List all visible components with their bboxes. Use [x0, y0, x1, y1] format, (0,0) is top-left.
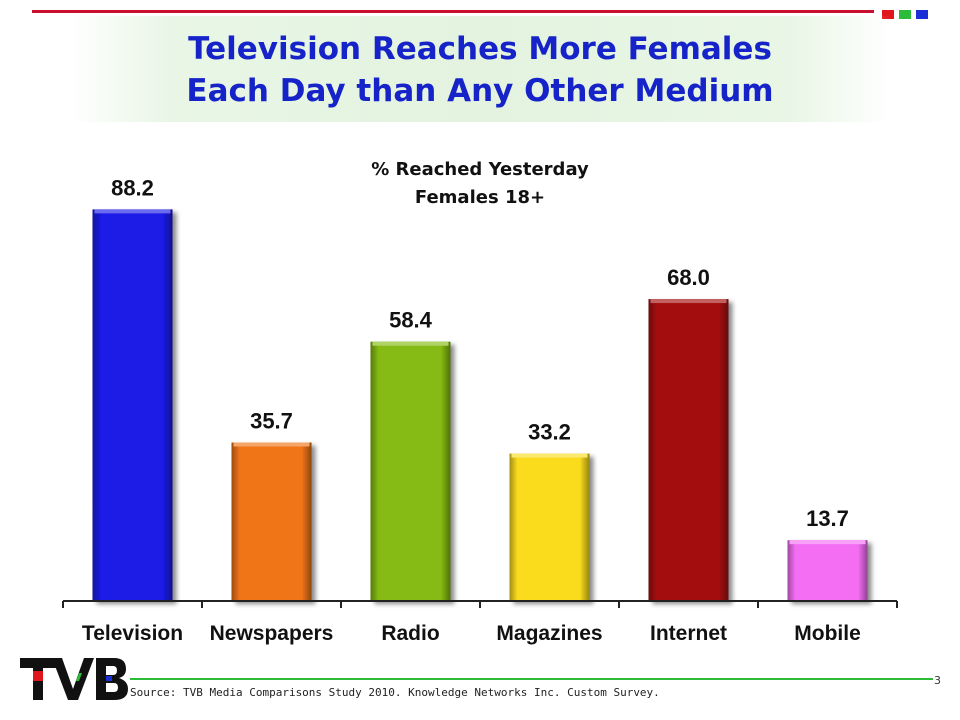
- title-line-2: Each Day than Any Other Medium: [186, 73, 774, 109]
- x-axis: [62, 600, 898, 608]
- tvb-logo: [20, 658, 128, 700]
- blue-square-icon: [916, 10, 928, 19]
- page-number: 3: [934, 674, 941, 687]
- bar-newspapers: [231, 442, 312, 601]
- red-square-icon: [882, 10, 894, 19]
- bar-highlight: [94, 209, 171, 214]
- chart-subtitle: % Reached Yesterday Females 18+: [330, 156, 630, 212]
- labels-layer: 88.2 Television 35.7 Newspapers 58.4 Radio 33.…: [82, 175, 861, 645]
- source-note: Source: TVB Media Comparisons Study 2010…: [130, 686, 660, 699]
- title-line-1: Television Reaches More Females: [188, 31, 772, 67]
- value-label: 13.7: [806, 506, 849, 531]
- value-label: 68.0: [667, 265, 710, 290]
- bars-layer: [92, 209, 868, 601]
- subtitle-line-1: % Reached Yesterday: [371, 159, 589, 180]
- category-label: Radio: [381, 622, 439, 645]
- subtitle-line-2: Females 18+: [414, 187, 546, 208]
- bar-internet: [648, 299, 729, 601]
- bar-highlight: [650, 299, 727, 304]
- bar-mobile: [787, 540, 868, 601]
- category-label: Television: [82, 622, 183, 645]
- category-label: Magazines: [496, 622, 602, 645]
- category-label: Internet: [650, 622, 727, 645]
- category-label: Newspapers: [210, 622, 334, 645]
- bar-television: [92, 209, 173, 601]
- bar-highlight: [372, 341, 449, 346]
- title-band: [70, 16, 890, 122]
- green-square-icon: [899, 10, 911, 19]
- bar-highlight: [511, 453, 588, 458]
- bar-highlight: [789, 540, 866, 545]
- footer-green-rule: [130, 678, 933, 680]
- top-red-rule: [32, 10, 874, 13]
- value-label: 33.2: [528, 420, 571, 445]
- slide-title: Television Reaches More Females Each Day…: [70, 28, 890, 112]
- bar-highlight: [233, 442, 310, 447]
- value-label: 58.4: [389, 308, 433, 333]
- bar-radio: [370, 341, 451, 601]
- bar-magazines: [509, 453, 590, 601]
- value-label: 88.2: [111, 175, 154, 200]
- category-label: Mobile: [794, 622, 861, 645]
- value-label: 35.7: [250, 408, 293, 433]
